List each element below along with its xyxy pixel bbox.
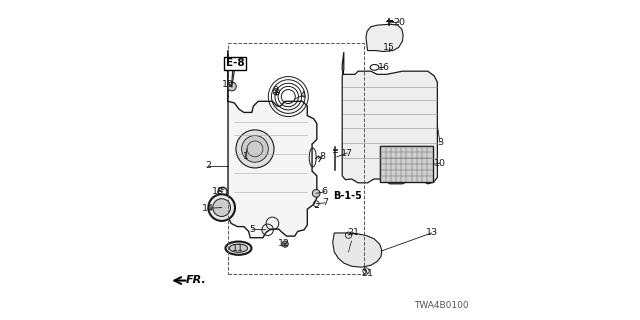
Circle shape [236,130,274,168]
Text: 16: 16 [378,63,390,72]
Polygon shape [342,52,437,184]
Text: 18: 18 [212,187,224,196]
Text: 11: 11 [232,244,244,253]
Text: TWA4B0100: TWA4B0100 [415,301,469,310]
Text: 10: 10 [434,159,446,168]
Text: 21: 21 [362,269,374,278]
Circle shape [209,194,235,221]
Text: 2: 2 [205,161,211,170]
Bar [380,146,433,182]
Text: 13: 13 [426,228,438,237]
Bar [228,43,364,274]
Text: B-1-5: B-1-5 [333,191,362,202]
Polygon shape [228,51,317,238]
Circle shape [212,199,230,216]
Text: 19: 19 [222,80,234,89]
Text: E-8: E-8 [226,58,244,68]
Text: 8: 8 [319,152,326,161]
Polygon shape [366,24,403,52]
Text: 3: 3 [437,138,443,147]
Circle shape [312,189,320,197]
Text: 9: 9 [273,86,278,95]
Text: 6: 6 [322,187,328,196]
Circle shape [227,82,236,91]
Text: 5: 5 [249,225,255,234]
Polygon shape [333,233,382,267]
Text: 20: 20 [394,18,405,27]
Circle shape [242,136,268,162]
Text: 7: 7 [322,198,328,207]
Text: 17: 17 [341,148,353,157]
Text: 4: 4 [300,91,305,100]
Text: 1: 1 [243,152,248,161]
Text: 15: 15 [383,43,395,52]
Ellipse shape [229,244,248,252]
Bar [380,146,433,182]
Text: 21: 21 [348,228,359,237]
Circle shape [282,241,288,247]
Text: 12: 12 [278,239,289,248]
Ellipse shape [225,242,252,255]
Text: FR.: FR. [186,275,207,285]
Text: 14: 14 [202,204,214,213]
